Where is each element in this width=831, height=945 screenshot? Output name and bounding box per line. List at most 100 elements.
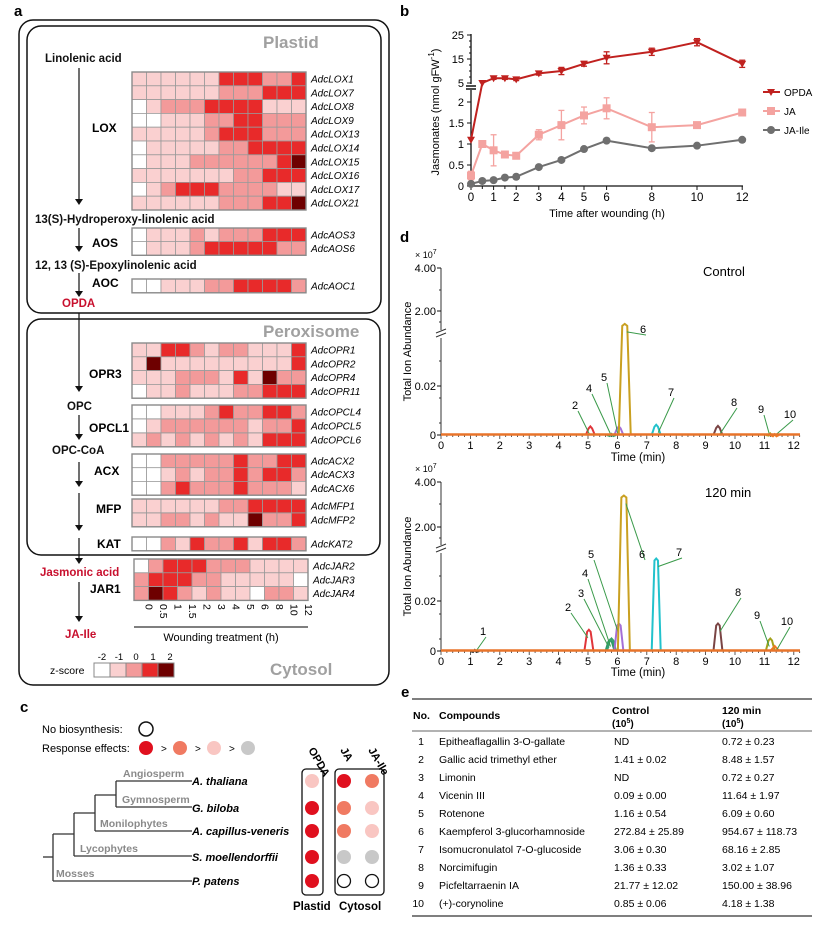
heatmap-cell [291, 140, 307, 156]
table-cell-control: 0.09 ± 0.00 [614, 790, 667, 802]
heatmap-cell [146, 467, 162, 482]
peak-6 [617, 322, 632, 436]
heatmap-cell [262, 383, 278, 399]
data-point-JA [557, 121, 566, 130]
heatmap-cell [131, 356, 147, 371]
gene-label: AdcLOX16 [310, 171, 360, 182]
heatmap-cell [276, 512, 292, 528]
data-point-JA-Ile [489, 176, 498, 185]
heatmap-cell [204, 356, 220, 371]
heatmap-cell [278, 572, 294, 587]
heatmap-cell [131, 536, 147, 552]
effect-circle-weak [365, 824, 379, 838]
heatmap-cell [189, 480, 205, 496]
cytosol-column-label: Cytosol [339, 901, 381, 913]
heatmap-cell [276, 278, 292, 294]
heatmap-cell [218, 418, 234, 434]
peak-6 [616, 494, 631, 652]
heatmap-cell [291, 71, 307, 87]
heatmap-cell [160, 195, 176, 211]
heatmap-cell [218, 432, 234, 448]
metabolite-label: 12, 13 (S)-Epoxylinolenic acid [35, 260, 197, 272]
peroxisome-label: Peroxisome [263, 322, 359, 341]
heatmap-cell [233, 432, 249, 448]
data-point-OPDA [489, 75, 498, 83]
peak-label: 4 [586, 383, 592, 395]
arrow-head-icon [75, 291, 83, 297]
no-biosynthesis-circle-icon [138, 721, 154, 737]
heatmap-cell [131, 453, 147, 469]
heatmap-cell [276, 370, 292, 385]
table-cell-120-min: 0.72 ± 0.27 [722, 772, 775, 784]
heatmap-cell [160, 126, 176, 142]
legend-marker [767, 126, 775, 134]
table-cell-control: 21.77 ± 12.02 [614, 880, 678, 892]
heatmap-cell [218, 370, 234, 385]
heatmap-cell [291, 342, 307, 358]
heatmap-cell [218, 356, 234, 371]
x-tick-label: 6 [603, 192, 609, 204]
heatmap-cell [247, 404, 263, 420]
heatmap-cell [218, 278, 234, 294]
heatmap-cell [262, 467, 278, 482]
heatmap-cell [233, 168, 249, 183]
panel-label-b: b [400, 3, 409, 20]
data-point-OPDA [738, 60, 747, 68]
heatmap-cell [160, 154, 176, 170]
table-cell-no: 9 [418, 880, 424, 892]
gene-label: AdcAOS6 [310, 244, 355, 255]
heatmap-cell [189, 383, 205, 399]
table-cell-120-min: 68.16 ± 2.85 [722, 844, 780, 856]
heatmap-cell [291, 467, 307, 482]
zscore-legend-swatch [157, 662, 175, 678]
heatmap-cell [189, 140, 205, 156]
heatmap-cell [247, 418, 263, 434]
arrow-head-icon [75, 199, 83, 205]
gene-label: AdcOPR1 [310, 346, 355, 357]
heatmap-cell [146, 85, 162, 101]
heatmap-column-label: 2 [200, 604, 212, 610]
effect-circle-strong [337, 774, 351, 788]
heatmap-cell [175, 512, 191, 528]
zscore-legend-swatch [109, 662, 127, 678]
heatmap-group-border [131, 71, 307, 211]
heatmap-cell [160, 181, 176, 197]
heatmap-cell [189, 195, 205, 211]
peak-label: 8 [731, 397, 737, 409]
heatmap-cell [262, 99, 278, 114]
heatmap-cell [189, 71, 205, 87]
x-axis-label: Time (min) [611, 452, 666, 464]
plastid-compartment [26, 25, 382, 314]
table-cell-compound: Rotenone [439, 808, 485, 820]
table-cell-120-min: 0.72 ± 0.23 [722, 736, 775, 748]
heatmap-cell [278, 558, 294, 574]
enzyme-label: OPCL1 [89, 421, 129, 435]
x-tick-label: 3 [526, 440, 532, 452]
heatmap-cell [276, 453, 292, 469]
heatmap-cell [291, 480, 307, 496]
heatmap-cell [131, 126, 147, 142]
heatmap-cell [233, 278, 249, 294]
heatmap-cell [131, 342, 147, 358]
heatmap-cell [233, 480, 249, 496]
heatmap-cell [204, 71, 220, 87]
y-tick-label: 15 [452, 54, 464, 66]
peak-leader-line [606, 382, 619, 435]
heatmap-cell [160, 168, 176, 183]
panel-label-a: a [14, 3, 23, 20]
heatmap-cell [204, 432, 220, 448]
heatmap-cell [218, 85, 234, 101]
gene-label: AdcAOS3 [310, 231, 355, 242]
table-cell-control: 0.85 ± 0.06 [614, 898, 667, 910]
heatmap-column-label: 1 [171, 604, 183, 610]
peak-label: 2 [565, 602, 571, 614]
panel-label-d: d [400, 229, 409, 246]
heatmap-cell [189, 278, 205, 294]
heatmap-cell [247, 126, 263, 142]
zscore-legend-tick: 0 [133, 652, 138, 663]
heatmap-cell [262, 480, 278, 496]
heatmap-cell [146, 99, 162, 114]
heatmap-cell [175, 370, 191, 385]
heatmap-cell [262, 140, 278, 156]
metabolite-label: Linolenic acid [45, 53, 122, 65]
